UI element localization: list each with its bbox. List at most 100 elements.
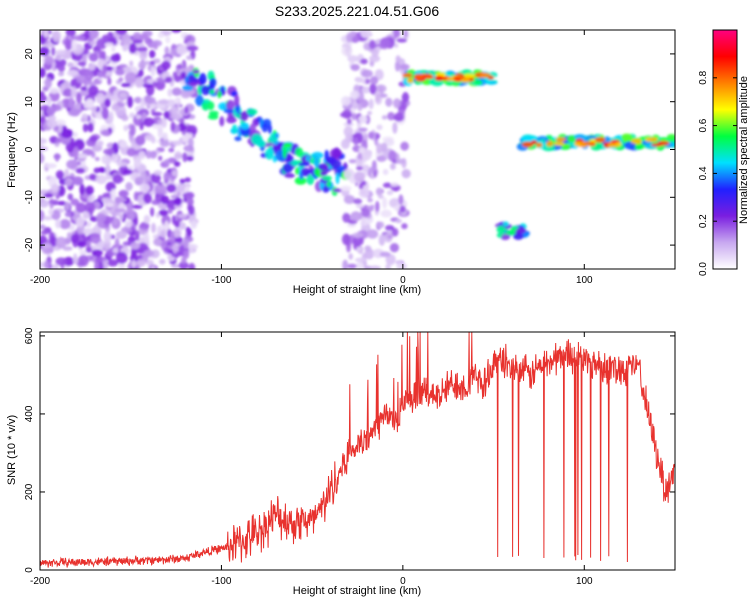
spectrogram-mark (139, 221, 150, 230)
spectrogram-mark (192, 69, 200, 74)
spectrogram-mark (125, 220, 133, 228)
spectrogram-mark (52, 263, 59, 269)
spectrogram-mark (392, 30, 400, 38)
spectrogram-mark (121, 114, 129, 122)
spectrogram-mark (174, 197, 182, 206)
spectrogram-mark (64, 201, 70, 211)
spectrogram-mark (353, 137, 359, 146)
spectrogram-mark (40, 261, 44, 269)
spectrogram-mark (64, 168, 69, 178)
spectrogram-mark (172, 71, 178, 79)
spectrogram-mark (346, 32, 353, 43)
spectrogram-mark (101, 107, 109, 120)
spectrogram-mark (70, 86, 77, 98)
spectrogram-mark (647, 137, 659, 142)
spectrogram-mark (62, 246, 73, 251)
spectrogram-mark (358, 127, 368, 132)
spectrogram-mark (453, 76, 462, 82)
spectrogram-mark (186, 197, 194, 207)
x-tick-label: -200 (30, 576, 50, 587)
spectrogram-mark (385, 254, 396, 266)
spectrogram-mark (109, 95, 116, 101)
spectrogram-mark (44, 163, 57, 169)
spectrogram-mark (120, 226, 132, 233)
spectrogram-mark (163, 171, 170, 182)
spectrogram-mark (378, 234, 386, 246)
spectrogram-mark (348, 253, 354, 260)
spectrogram-mark (393, 185, 399, 192)
spectrogram-mark (355, 77, 364, 83)
spectrogram-mark (76, 92, 82, 104)
spectrogram-mark (109, 111, 114, 123)
spectrogram-mark (135, 135, 146, 146)
spectrogram-mark (364, 245, 372, 252)
spectrogram-mark (49, 87, 60, 94)
spectrogram-mark (425, 74, 434, 79)
spectrogram-mark (95, 92, 106, 104)
spectrogram-mark (46, 106, 56, 117)
spectrogram-mark (94, 156, 100, 162)
spectrogram-mark (234, 136, 242, 142)
spectrogram-mark (101, 154, 113, 165)
spectrogram-mark (55, 257, 67, 266)
spectrogram-mark (473, 79, 483, 85)
spectrogram-mark (55, 219, 62, 229)
spectrogram-mark (126, 147, 137, 157)
spectrogram-mark (70, 198, 80, 206)
spectrogram-mark (43, 30, 49, 39)
spectrogram-mark (350, 90, 360, 100)
spectrogram-plot-area (40, 30, 675, 269)
spectrogram-mark (44, 43, 55, 48)
spectrogram-mark (40, 46, 50, 57)
spectrogram-mark (355, 166, 364, 171)
spectrogram-mark (583, 141, 596, 146)
spectrogram-mark (345, 42, 350, 55)
spectrogram-mark (95, 213, 107, 223)
spectrogram-mark (96, 140, 104, 147)
spectrogram-mark (502, 221, 509, 227)
spectrogram-mark (322, 175, 332, 181)
spectrogram-mark (57, 123, 63, 134)
spectrogram-mark (295, 147, 304, 157)
spectrogram-mark (174, 236, 183, 244)
spectrogram-mark (367, 197, 373, 203)
spectrogram-mark (546, 140, 554, 147)
spectrogram-mark (172, 140, 183, 146)
spectrogram-mark (313, 156, 320, 168)
spectrogram-mark (382, 197, 388, 209)
spectrogram-mark (139, 183, 151, 193)
spectrogram-mark (157, 99, 169, 105)
spectrogram-mark (394, 112, 404, 122)
spectrogram-mark (105, 175, 113, 180)
spectrogram-mark (174, 97, 181, 104)
spectrogram-mark (87, 85, 99, 97)
spectrogram-mark (103, 231, 112, 243)
spectrogram-mark (59, 219, 71, 230)
spectrogram-mark (371, 49, 379, 58)
spectrogram-mark (79, 249, 87, 256)
spectrogram-mark (352, 232, 364, 238)
spectrogram-mark (114, 67, 126, 76)
spectrogram-mark (40, 146, 49, 152)
spectrogram-mark (65, 142, 75, 153)
spectrogram-mark (66, 159, 79, 170)
spectrogram-mark (151, 111, 163, 117)
spectrogram-mark (355, 204, 365, 209)
x-tick-label: 0 (400, 275, 406, 286)
spectrogram-mark (395, 219, 402, 224)
spectrogram-mark (127, 212, 136, 220)
spectrogram-mark (377, 221, 385, 229)
spectrogram-mark (366, 229, 379, 239)
spectrogram-mark (176, 44, 188, 56)
spectrogram-mark (501, 234, 510, 240)
colorbar-tick-label: 0.8 (698, 70, 709, 84)
spectrogram-mark (401, 223, 408, 230)
spectrogram-mark (195, 94, 204, 107)
spectrogram-mark (129, 253, 139, 263)
spectrogram-mark (114, 196, 122, 204)
spectrogram-mark (376, 124, 383, 131)
spectrogram-mark (56, 201, 67, 206)
spectrogram-mark (392, 122, 398, 134)
spectrogram-mark (96, 38, 108, 50)
spectrogram-mark (40, 114, 46, 125)
